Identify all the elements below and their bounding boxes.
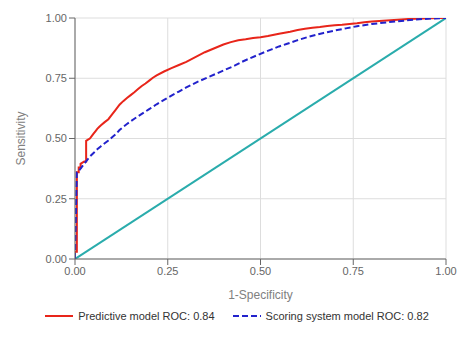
svg-text:0.50: 0.50: [250, 265, 271, 277]
svg-text:1.00: 1.00: [46, 12, 67, 24]
svg-text:Sensitivity: Sensitivity: [14, 111, 28, 165]
svg-text:0.00: 0.00: [64, 265, 85, 277]
html-text:Scoring system model ROC: 0.82: Scoring system model ROC: 0.82: [265, 310, 429, 322]
svg-text:1-Specificity: 1-Specificity: [228, 288, 293, 302]
svg-text:0.75: 0.75: [46, 72, 67, 84]
svg-text:1.00: 1.00: [435, 265, 456, 277]
svg-text:0.50: 0.50: [46, 132, 67, 144]
svg-text:0.25: 0.25: [46, 193, 67, 205]
html-text:Predictive model ROC: 0.84: Predictive model ROC: 0.84: [78, 310, 215, 322]
svg-text:0.75: 0.75: [343, 265, 364, 277]
svg-text:0.00: 0.00: [46, 253, 67, 265]
svg-text:0.25: 0.25: [157, 265, 178, 277]
